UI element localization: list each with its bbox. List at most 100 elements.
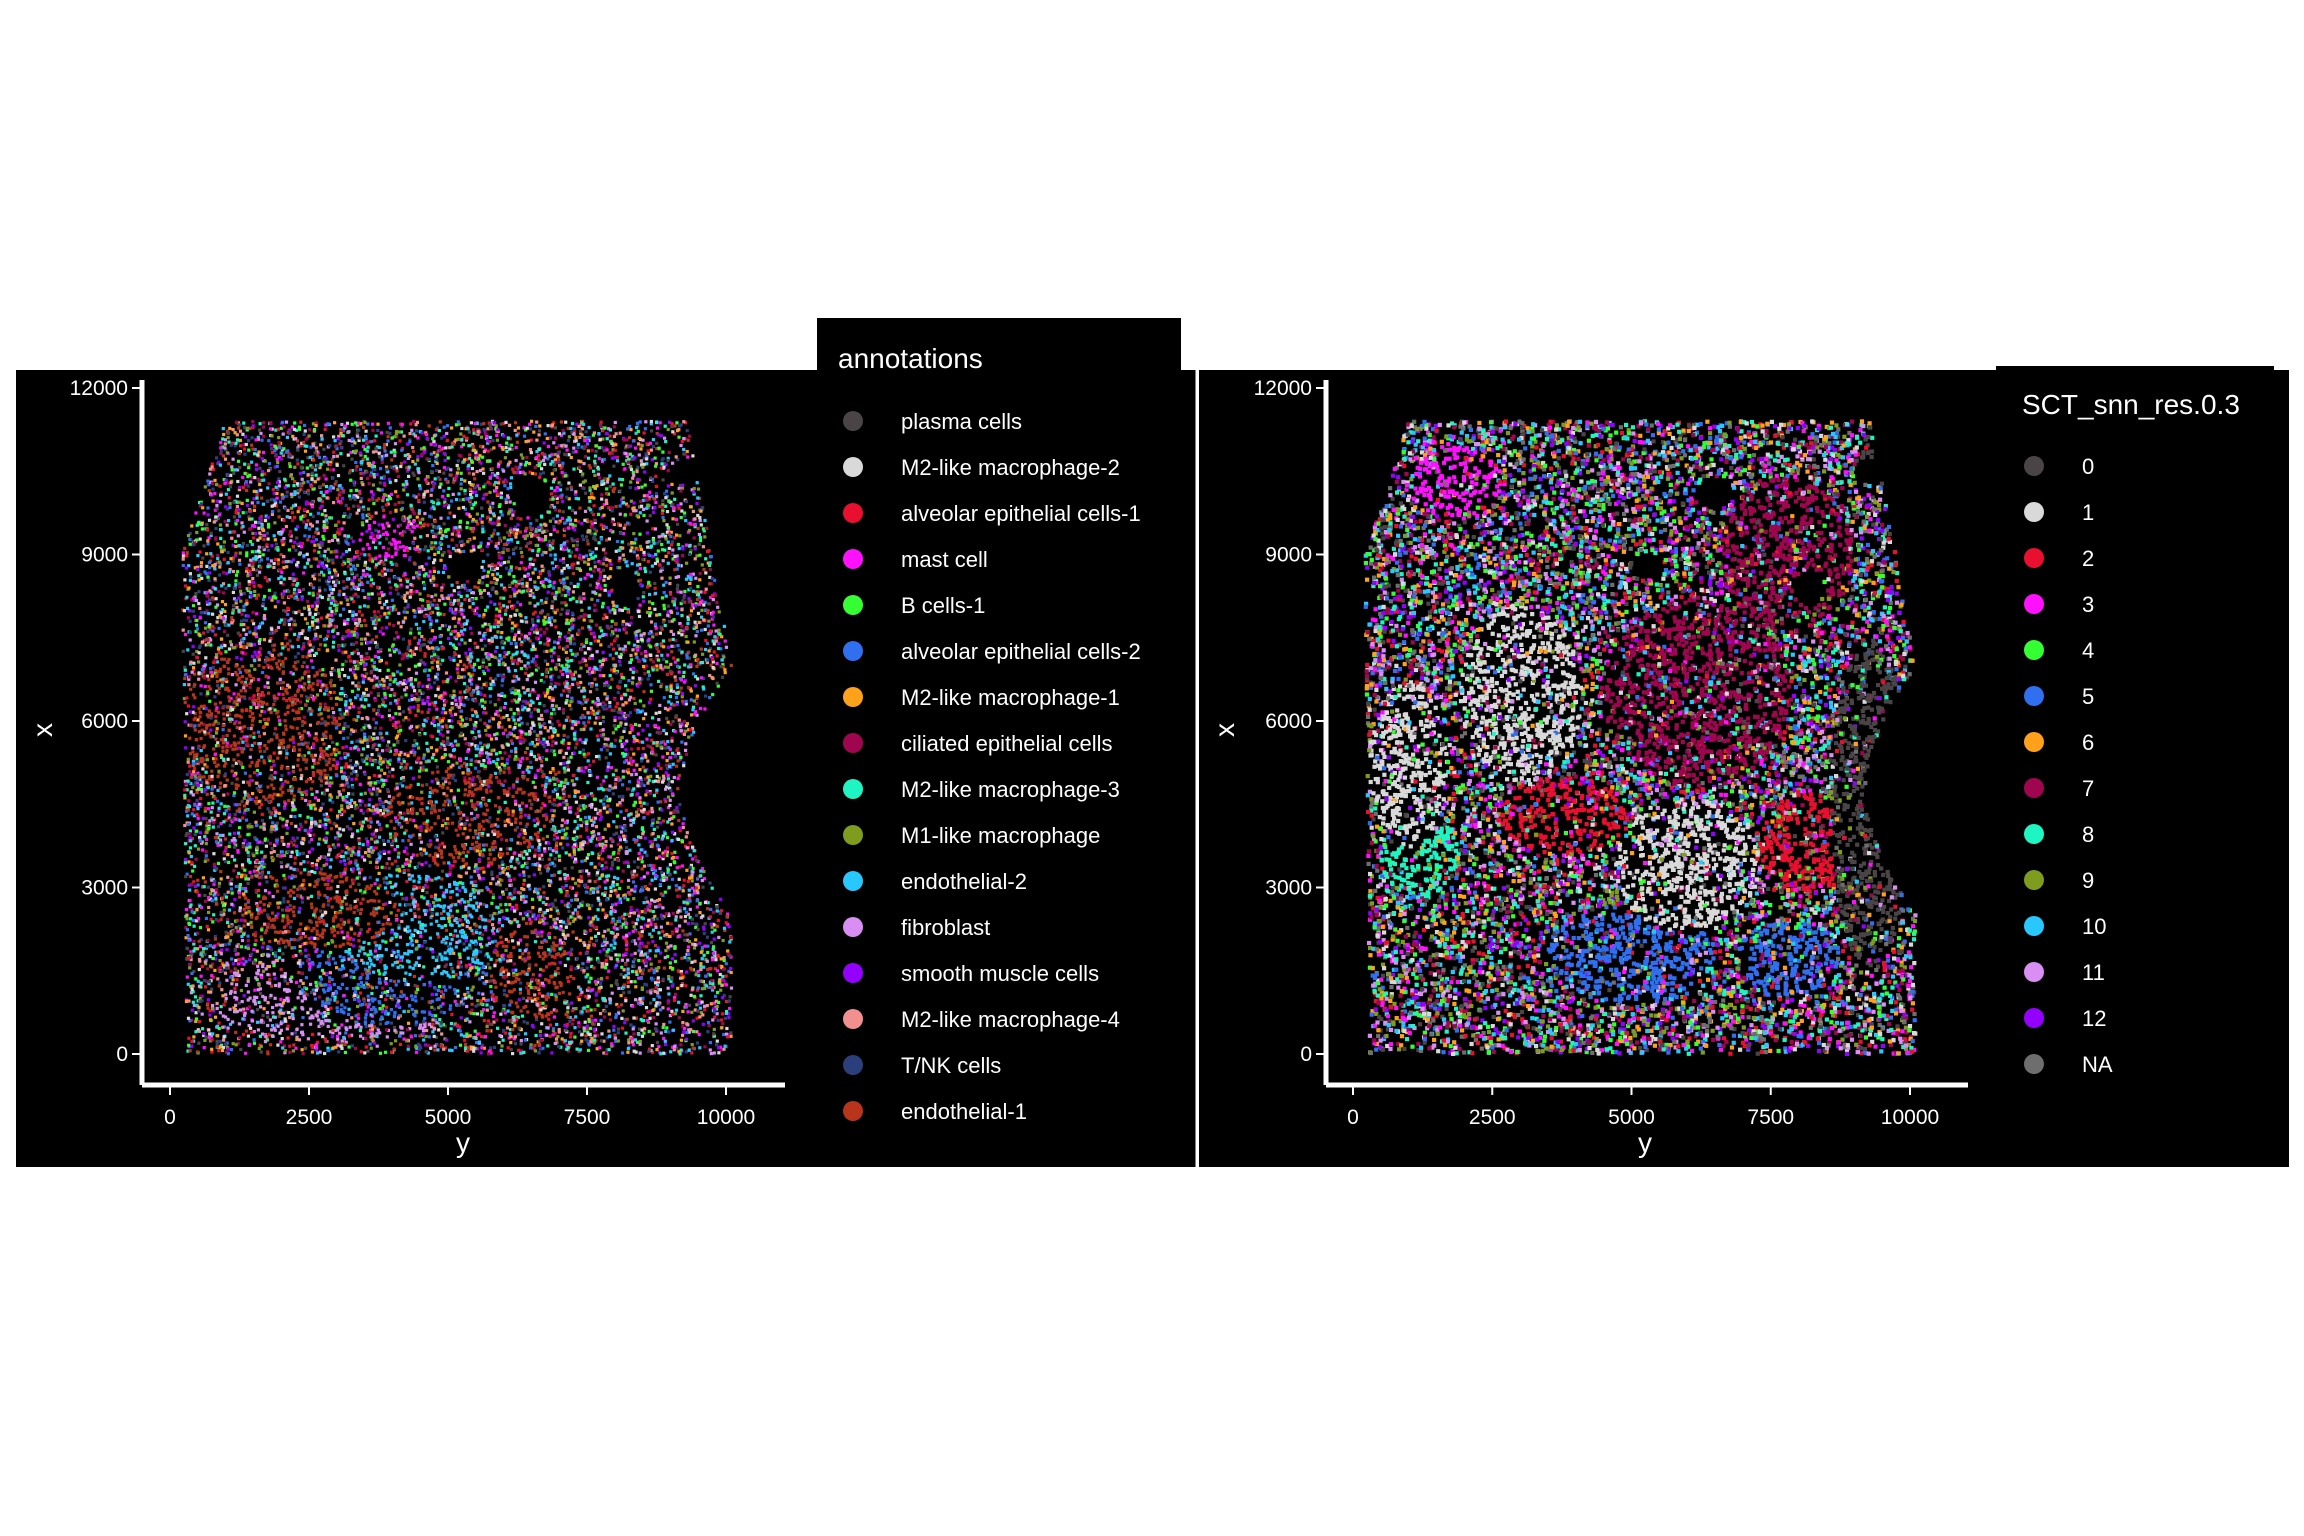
cell-point (244, 772, 247, 775)
cell-point (418, 627, 421, 630)
cell-point (258, 531, 261, 534)
cell-point (510, 629, 513, 632)
cell-point (208, 1032, 211, 1035)
cell-point (347, 958, 350, 961)
cell-point (390, 911, 393, 914)
cell-point (254, 521, 257, 524)
cell-point (549, 1035, 552, 1038)
cell-point (466, 580, 469, 583)
cell-point (379, 1052, 382, 1055)
cell-point (662, 519, 665, 522)
cell-point (247, 990, 250, 993)
cell-point (336, 488, 339, 491)
cell-point (593, 604, 596, 607)
cell-point (354, 990, 357, 993)
cell-point (327, 548, 330, 551)
cell-point (656, 826, 659, 829)
cell-point (470, 812, 473, 815)
cell-point (526, 778, 529, 781)
cell-point (347, 785, 350, 788)
cell-point (565, 701, 568, 704)
cell-point (477, 770, 480, 773)
cell-point (386, 569, 389, 572)
cell-point (266, 681, 269, 684)
cell-point (359, 500, 362, 503)
cell-point (471, 507, 474, 510)
cell-point (537, 619, 540, 622)
cell-point (572, 468, 575, 471)
cell-point (319, 680, 322, 683)
cell-point (676, 683, 679, 686)
cell-point (397, 592, 400, 595)
cell-point (498, 602, 501, 605)
cell-point (492, 1015, 495, 1018)
cell-point (233, 692, 236, 695)
cell-point (288, 548, 291, 551)
cell-point (706, 1030, 709, 1033)
cell-point (336, 743, 339, 746)
cell-point (502, 597, 505, 600)
cell-point (661, 503, 664, 506)
cell-point (386, 862, 389, 865)
cell-point (649, 645, 652, 648)
cell-point (287, 789, 290, 792)
cell-point (245, 633, 248, 636)
cell-point (313, 943, 316, 946)
cell-point (281, 596, 284, 599)
cell-point (401, 501, 404, 504)
cell-point (691, 846, 694, 849)
cell-point (642, 514, 645, 517)
cell-point (285, 749, 288, 752)
cell-point (278, 746, 281, 749)
cell-point (367, 854, 370, 857)
cell-point (207, 911, 210, 914)
cell-point (701, 1013, 704, 1016)
cell-point (558, 830, 561, 833)
cell-point (214, 1016, 217, 1019)
cell-point (538, 447, 541, 450)
cell-point (378, 669, 381, 672)
cell-point (612, 604, 615, 607)
cell-point (282, 897, 285, 900)
cell-point (505, 888, 508, 891)
cell-point (656, 917, 659, 920)
cell-point (357, 509, 360, 512)
cell-point (513, 891, 516, 894)
cell-point (314, 807, 317, 810)
cell-point (621, 745, 624, 748)
cell-point (538, 888, 541, 891)
cell-point (446, 439, 449, 442)
cell-point (371, 753, 374, 756)
cell-point (601, 663, 604, 666)
cell-point (245, 911, 248, 914)
cell-point (618, 954, 621, 957)
cell-point (330, 602, 333, 605)
cell-point (317, 648, 320, 651)
cell-point (516, 920, 519, 923)
cell-point (415, 423, 418, 426)
cell-point (254, 943, 257, 946)
cell-point (503, 536, 506, 539)
cell-point (579, 738, 582, 741)
cell-point (289, 894, 292, 897)
cell-point (281, 908, 284, 911)
cell-point (638, 615, 641, 618)
cell-point (498, 654, 501, 657)
cell-point (231, 782, 234, 785)
cell-point (546, 457, 549, 460)
cell-point (478, 925, 481, 928)
cell-point (376, 1045, 379, 1048)
cell-point (323, 638, 326, 641)
cell-point (219, 701, 222, 704)
cell-point (710, 555, 713, 558)
cell-point (612, 731, 615, 734)
cell-point (606, 769, 609, 772)
cell-point (262, 435, 265, 438)
cell-point (529, 578, 532, 581)
cell-point (339, 926, 342, 929)
cell-point (192, 826, 195, 829)
cell-point (249, 997, 252, 1000)
cell-point (454, 1046, 457, 1049)
cell-point (575, 801, 578, 804)
cell-point (702, 966, 705, 969)
